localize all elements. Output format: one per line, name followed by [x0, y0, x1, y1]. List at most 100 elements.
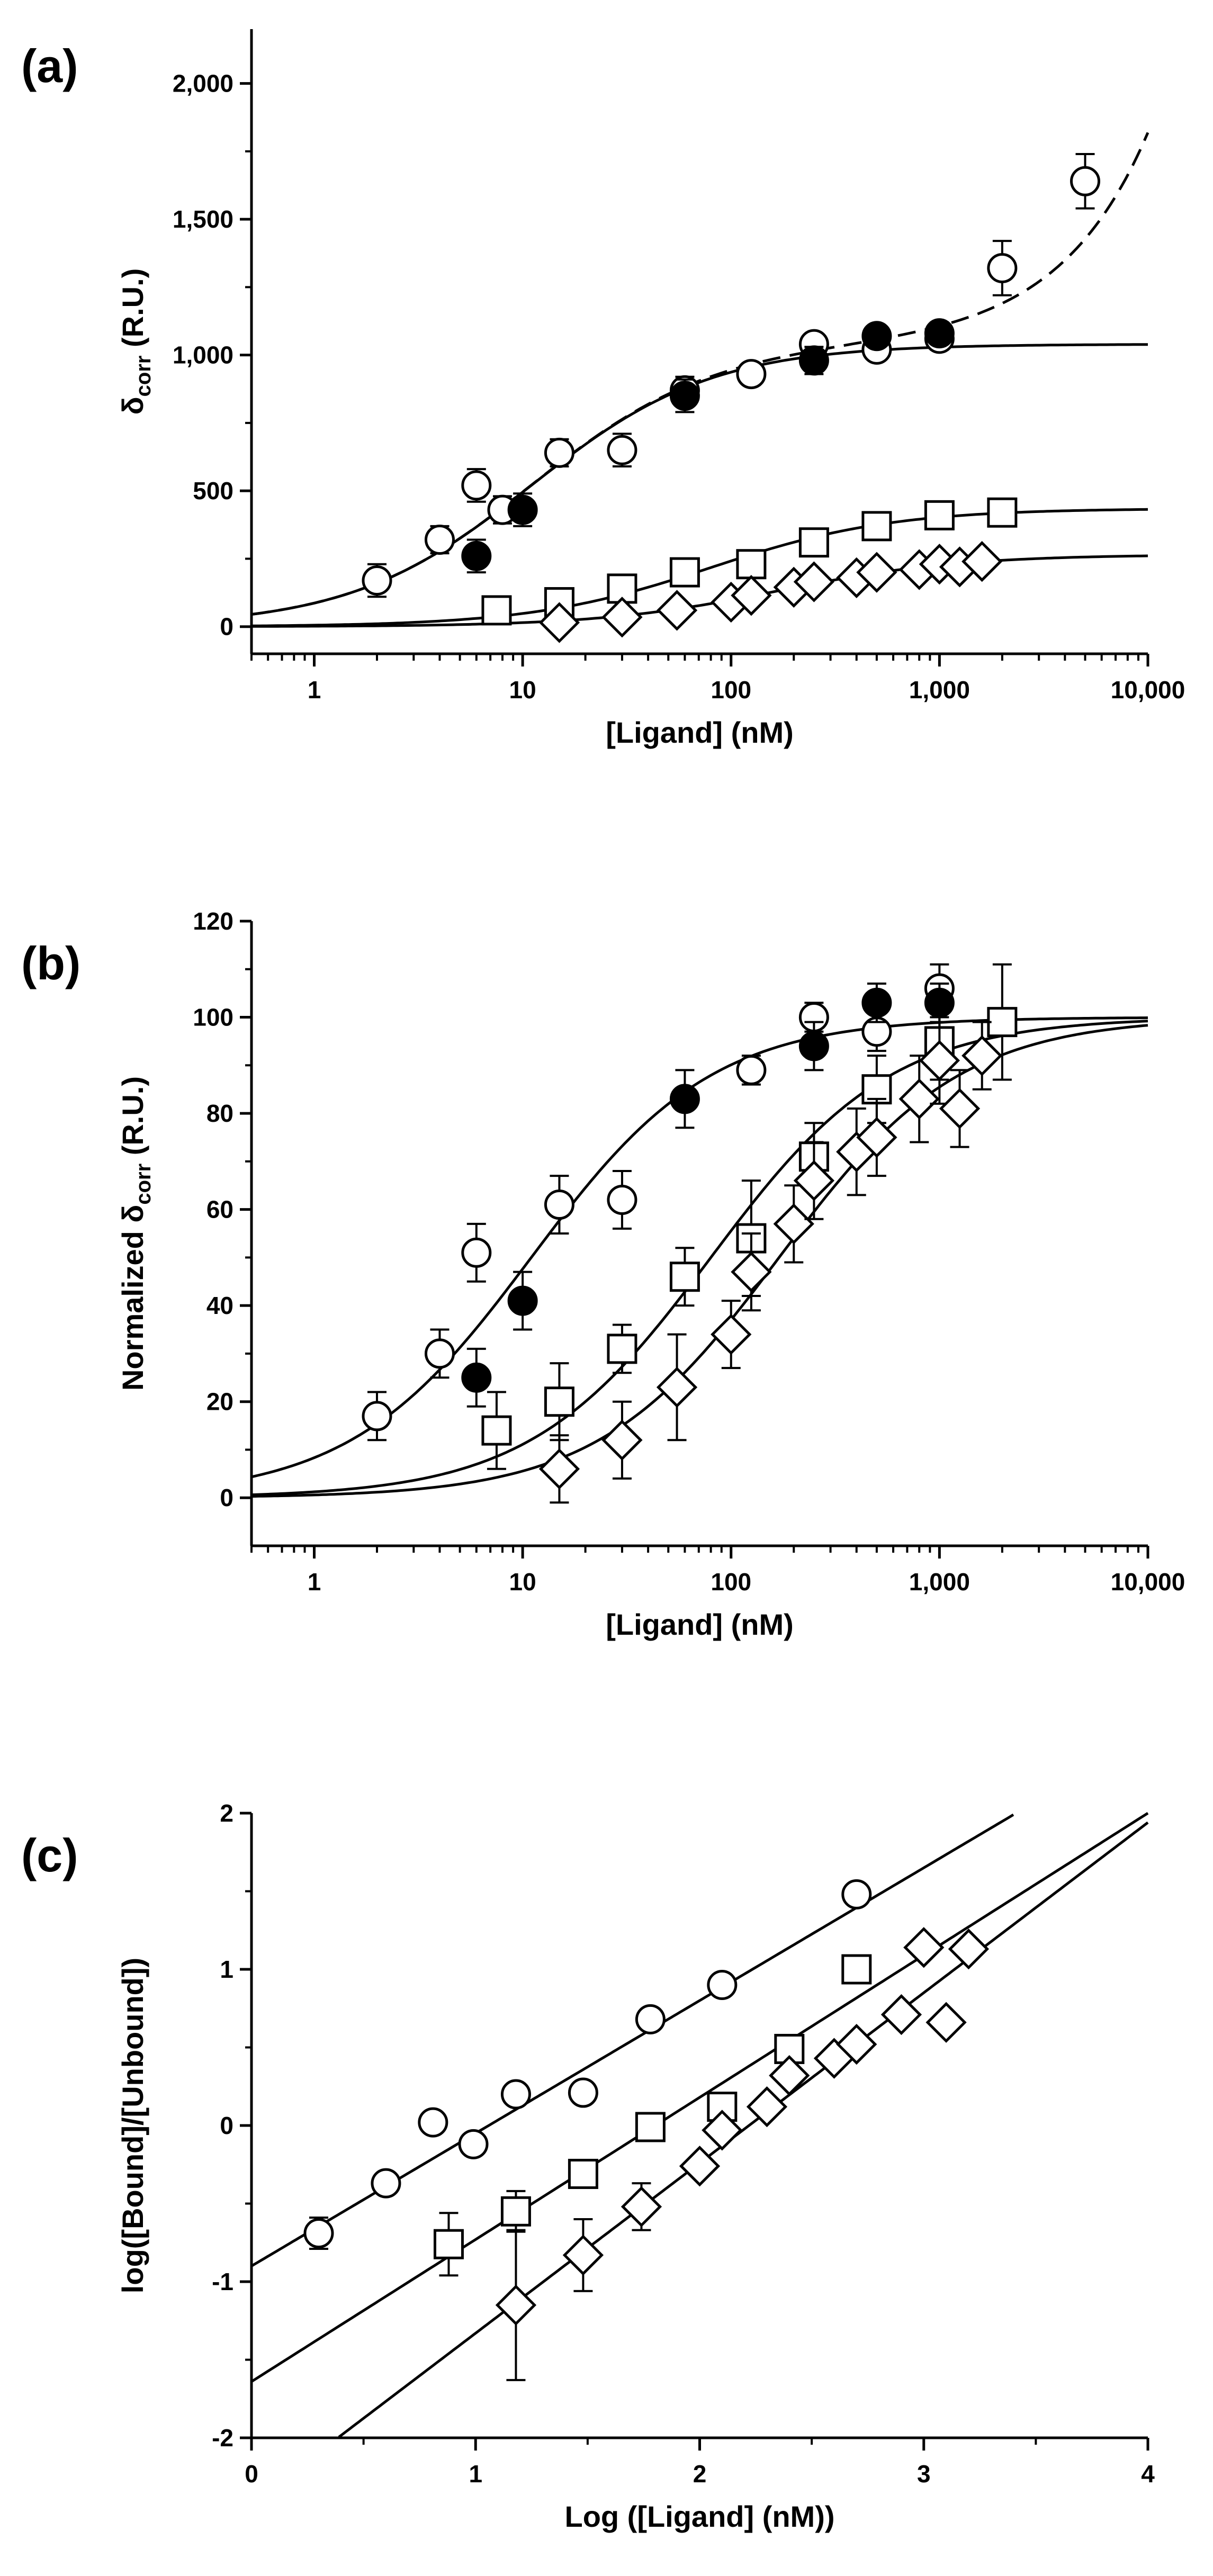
open-diamond-marker [731, 1251, 772, 1293]
open-circle-marker [461, 470, 492, 501]
series-filled-circle [461, 983, 955, 1408]
y-tick-label: 1 [220, 1956, 233, 1983]
open-circle-marker [371, 2168, 401, 2199]
fit-curve-3 [338, 1821, 1149, 2438]
x-tick-label: 10,000 [1111, 1568, 1185, 1596]
open-circle-marker [1070, 166, 1101, 196]
y-tick-label: 1,000 [173, 341, 233, 369]
y-tick-label: -2 [212, 2424, 233, 2452]
x-tick-label: 1,000 [909, 676, 970, 704]
series-open-diamond [495, 1927, 990, 2381]
y-axis-title-main: Normalized δ [116, 1205, 149, 1391]
y-tick-label: 0 [220, 1484, 233, 1511]
open-diamond-marker [538, 602, 580, 643]
open-diamond-marker [880, 1994, 922, 2035]
y-axis-title: δcorr (R.U.) [116, 268, 155, 415]
open-diamond-marker [903, 1927, 945, 1968]
filled-circle-marker [861, 321, 892, 352]
series-open-circle [362, 963, 955, 1442]
x-tick-label: 4 [1141, 2460, 1155, 2488]
x-tick-label: 100 [711, 676, 751, 704]
y-tick-label: 20 [206, 1388, 233, 1416]
y-tick-label: 500 [193, 477, 233, 505]
filled-circle-marker [798, 1031, 829, 1061]
series-open-diamond [538, 1016, 1003, 1504]
open-circle-marker [424, 525, 455, 555]
filled-circle-marker [461, 1362, 492, 1393]
filled-circle-marker [861, 987, 892, 1018]
open-diamond-marker [731, 575, 772, 616]
open-circle-marker [736, 1055, 767, 1085]
y-tick-label: 2,000 [173, 70, 233, 97]
open-diamond-marker [601, 1419, 643, 1461]
open-diamond-marker [836, 2023, 877, 2065]
y-axis-title-subscript: corr [132, 356, 155, 397]
y-tick-label: 60 [206, 1196, 233, 1223]
open-circle-marker [362, 565, 392, 596]
open-circle-marker [303, 2218, 334, 2249]
open-circle-marker [736, 359, 767, 390]
panel-label: (a) [21, 40, 78, 92]
filled-circle-marker [798, 345, 829, 376]
fit-curve-2 [251, 132, 1149, 616]
filled-circle-marker [669, 381, 700, 411]
x-tick-label: 10,000 [1111, 676, 1185, 704]
open-diamond-marker [621, 2186, 662, 2228]
y-tick-label: 0 [220, 2112, 233, 2139]
open-diamond-marker [746, 2086, 788, 2128]
panel-label: (b) [21, 937, 80, 989]
open-diamond-marker [769, 2055, 810, 2096]
x-tick-label: 1 [469, 2460, 482, 2488]
y-tick-label: 2 [220, 1799, 233, 1827]
open-circle-marker [500, 2079, 531, 2110]
x-tick-label: 0 [245, 2460, 258, 2488]
open-square-marker [798, 527, 829, 558]
open-square-marker [607, 1334, 637, 1364]
open-diamond-marker [856, 1116, 897, 1158]
open-circle-marker [544, 1190, 574, 1220]
x-tick-label: 1,000 [909, 1568, 970, 1596]
x-axis-title: [Ligand] (nM) [606, 716, 794, 749]
x-axis-title: [Ligand] (nM) [606, 1608, 794, 1641]
filled-circle-marker [924, 318, 955, 349]
open-diamond-marker [656, 1366, 698, 1408]
open-diamond-marker [948, 1929, 990, 1970]
open-diamond-marker [793, 561, 835, 602]
x-tick-label: 1 [308, 676, 321, 704]
y-axis-title: log([Bound]/[Unbound]) [116, 1958, 149, 2293]
open-square-marker [481, 1415, 512, 1446]
open-circle-marker [607, 1184, 637, 1215]
open-diamond-marker [926, 2002, 967, 2043]
y-tick-label: 0 [220, 613, 233, 641]
open-diamond-marker [793, 1160, 835, 1201]
open-diamond-marker [538, 1448, 580, 1490]
open-circle-marker [418, 2107, 448, 2138]
open-diamond-marker [919, 1040, 960, 1081]
y-axis-title-unit: (R.U.) [116, 268, 149, 356]
chart-panel-3: (c) -2 -1 0 1 2 0 1 2 3 4 Log ([Ligand] (nM)) log([B… [21, 1799, 1155, 2533]
open-square-marker [987, 497, 1018, 528]
open-square-marker [568, 2158, 598, 2189]
open-circle-marker [568, 2077, 598, 2108]
x-tick-label: 3 [917, 2460, 931, 2488]
y-tick-label: -1 [212, 2268, 233, 2295]
series-filled-circle [461, 318, 955, 574]
fit-curve-1 [251, 343, 1148, 616]
y-axis-title-main: δ [116, 397, 149, 415]
open-circle-marker [362, 1401, 392, 1431]
open-circle-marker [841, 1879, 872, 1910]
open-diamond-marker [962, 1035, 1003, 1076]
panel-label: (c) [21, 1829, 78, 1881]
open-diamond-marker [939, 1088, 981, 1129]
open-diamond-marker [856, 552, 897, 593]
open-circle-marker [461, 1237, 492, 1268]
open-diamond-marker [495, 2284, 537, 2326]
open-circle-marker [987, 253, 1018, 283]
open-diamond-marker [773, 1203, 814, 1245]
open-square-marker [861, 511, 892, 542]
open-square-marker [736, 549, 767, 580]
open-diamond-marker [898, 1078, 940, 1120]
x-tick-label: 10 [509, 1568, 536, 1596]
